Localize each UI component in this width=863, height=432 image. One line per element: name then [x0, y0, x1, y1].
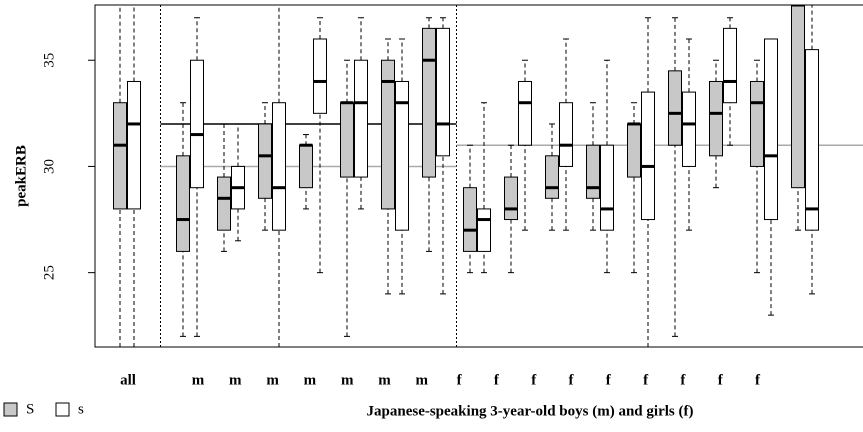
- box: [477, 208, 491, 252]
- x-tick-label: f: [680, 372, 686, 388]
- box: [641, 91, 655, 221]
- box: [127, 80, 141, 210]
- box: [791, 5, 805, 189]
- box: [272, 102, 286, 231]
- box: [299, 144, 313, 189]
- x-tick-label: f: [718, 372, 724, 388]
- box: [354, 59, 368, 178]
- plot-area: [113, 5, 863, 347]
- x-tick-label: f: [755, 372, 761, 388]
- box: [559, 102, 573, 167]
- x-tick-label: f: [569, 372, 575, 388]
- x-tick-label: all: [120, 372, 136, 388]
- x-tick-label: f: [494, 372, 500, 388]
- box: [750, 80, 764, 167]
- box: [381, 59, 395, 210]
- legend-swatch: [3, 402, 18, 417]
- box: [258, 123, 272, 199]
- legend-swatch: [55, 402, 70, 417]
- box: [340, 102, 354, 178]
- x-tick-label: m: [192, 372, 205, 388]
- box: [709, 80, 723, 157]
- plot-frame: [94, 4, 863, 348]
- box: [395, 80, 409, 231]
- x-tick-label: m: [378, 372, 391, 388]
- box: [586, 144, 600, 199]
- box: [190, 59, 204, 189]
- legend-label: S: [26, 401, 34, 417]
- legend-label: s: [78, 401, 84, 417]
- box: [422, 27, 436, 178]
- box: [600, 144, 614, 231]
- y-axis-label: peakERB: [13, 145, 29, 207]
- box: [805, 49, 819, 231]
- x-tick-label: m: [229, 372, 242, 388]
- box: [764, 38, 778, 221]
- box: [545, 155, 559, 199]
- box: [176, 155, 190, 252]
- x-tick-label: f: [643, 372, 649, 388]
- box: [113, 102, 127, 210]
- box: [463, 187, 477, 252]
- box: [518, 80, 532, 146]
- y-tick-label: 30: [41, 159, 57, 174]
- x-tick-label: m: [341, 372, 354, 388]
- x-tick-label: m: [416, 372, 429, 388]
- box: [627, 123, 641, 178]
- x-axis-label: Japanese-speaking 3-year-old boys (m) an…: [367, 403, 694, 419]
- x-tick-label: m: [304, 372, 317, 388]
- y-tick-label: 35: [41, 53, 57, 68]
- x-tick-label: f: [606, 372, 612, 388]
- box: [504, 176, 518, 221]
- box: [313, 38, 327, 114]
- x-tick-label: f: [531, 372, 537, 388]
- x-tick-label: f: [457, 372, 463, 388]
- box: [217, 176, 231, 231]
- box: [668, 70, 682, 146]
- x-tick-label: m: [266, 372, 279, 388]
- y-tick-label: 25: [41, 265, 57, 280]
- box: [723, 27, 737, 104]
- box: [436, 27, 450, 157]
- box: [682, 91, 696, 167]
